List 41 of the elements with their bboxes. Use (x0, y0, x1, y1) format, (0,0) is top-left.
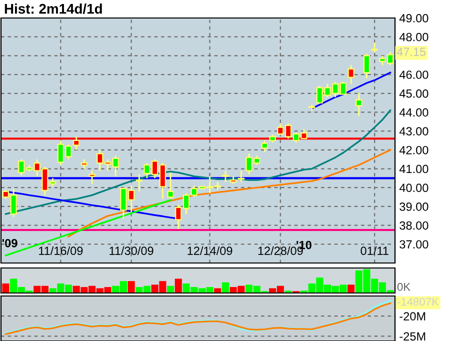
y-tick-label: -20M (400, 312, 426, 320)
candlestick (80, 158, 88, 170)
candlestick (348, 64, 354, 85)
candlestick (261, 140, 268, 153)
y-tick-label: 43.00 (399, 127, 428, 136)
bar (348, 284, 355, 293)
bar (174, 278, 182, 293)
candlestick (363, 53, 370, 80)
y-tick-label: 45.00 (399, 89, 428, 98)
y-tick-label: 46.00 (399, 70, 428, 79)
x-tick-label: 11/16/09 (39, 246, 83, 256)
candlestick (222, 170, 229, 183)
candlestick (88, 170, 96, 185)
y-tick-label: -25M (400, 332, 426, 341)
x-tick-label: 11/30/09 (110, 246, 154, 256)
candlestick (136, 174, 142, 192)
y-tick-label: 38.00 (400, 221, 428, 230)
bar (167, 286, 174, 293)
x-tick-label: 01/11 (360, 246, 388, 256)
annotation: '09 (2, 238, 18, 248)
bar (222, 282, 229, 293)
candlestick (356, 92, 362, 117)
bar (2, 283, 10, 293)
bar (214, 288, 222, 293)
text: 47.15 (396, 48, 426, 56)
y-tick-label: 49.00 (399, 14, 428, 22)
y-tick-label: 39.00 (400, 202, 428, 211)
x-tick-label: 12/14/09 (188, 246, 232, 256)
text: 0K (397, 282, 410, 291)
y-tick-label: 41.00 (399, 164, 428, 174)
text: -14807K (397, 298, 439, 306)
line-series (4, 110, 392, 215)
chart-title: Hist: 2m14d/1d (4, 4, 102, 14)
y-tick-label: 48.00 (399, 32, 428, 42)
bar (128, 281, 135, 293)
y-tick-label: 42.00 (399, 146, 428, 154)
y-tick-label: 37.00 (400, 240, 428, 249)
line-series (68, 149, 392, 238)
y-tick-label: 44.00 (399, 108, 428, 117)
candlestick (371, 42, 378, 53)
y-tick-label: 40.00 (399, 184, 428, 192)
